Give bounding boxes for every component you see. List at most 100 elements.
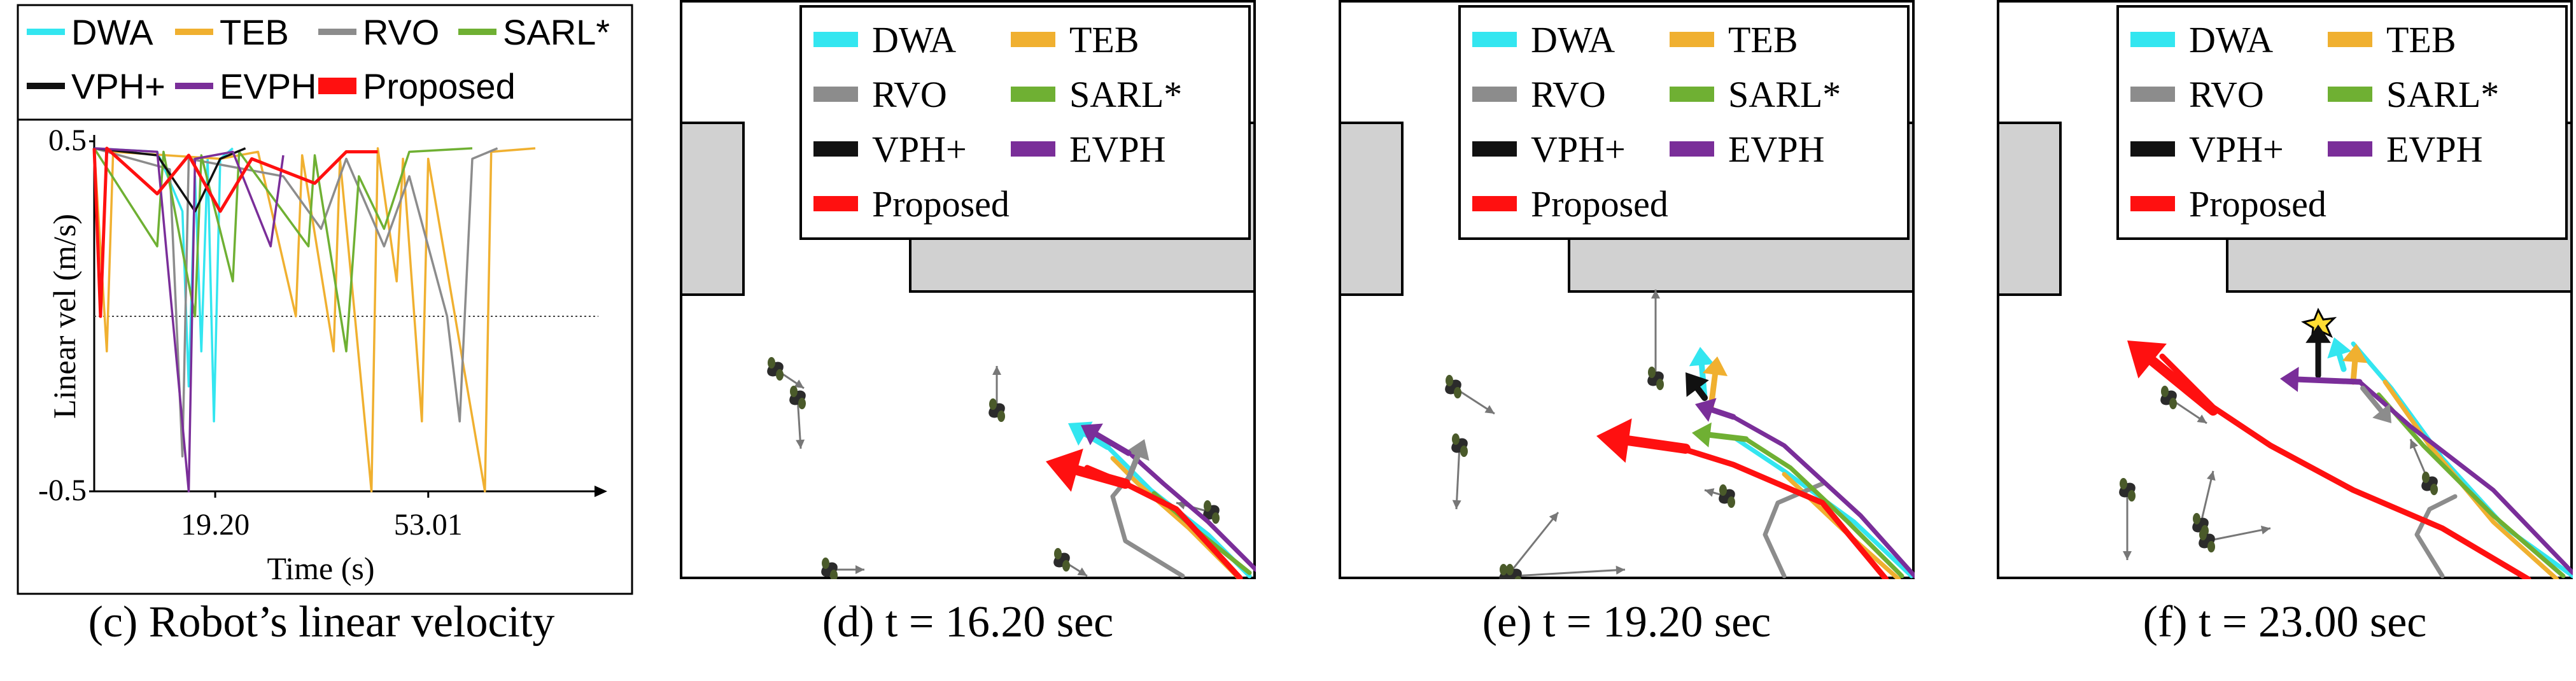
- scene-legend-item-vph: VPH+: [813, 129, 967, 170]
- legend-label-sarl: SARL*: [503, 12, 610, 52]
- heading-d-rvo: [1125, 439, 1150, 482]
- legend-label-evph: EVPH: [220, 66, 317, 106]
- scene-legend-label-vph: VPH+: [1531, 129, 1626, 170]
- x-axis-arrow: [595, 486, 607, 497]
- scene-legend-item-vph: VPH+: [2130, 129, 2284, 170]
- pedestrian-d-4: [1176, 500, 1220, 524]
- scene-legend-swatch-evph: [2328, 141, 2372, 157]
- scene-legend-item-sarl: SARL*: [2328, 74, 2499, 115]
- scene-legend-label-sarl: SARL*: [1728, 74, 1841, 115]
- heading-e-sarl: [1692, 422, 1749, 448]
- scene-legend-label-proposed: Proposed: [872, 183, 1010, 225]
- series-line-dwa: [94, 147, 234, 423]
- scene-d: DWA TEB RVO SARL* VPH+ EVPH Proposed: [680, 0, 1258, 582]
- scene-legend-swatch-teb: [1011, 32, 1055, 47]
- trajectory-f-evph: [2357, 379, 2575, 575]
- legend-label-rvo: RVO: [363, 12, 439, 52]
- scene-legend-label-teb: TEB: [1728, 19, 1798, 60]
- pedestrian-d-1: [767, 357, 805, 390]
- pedestrian-f-1: [2160, 386, 2207, 425]
- heading-d-evph: [1081, 423, 1132, 456]
- scene-panel-d: DWA TEB RVO SARL* VPH+ EVPH Proposed: [680, 0, 1258, 582]
- scene-legend-swatch-vph: [2130, 141, 2175, 157]
- legend-swatch-dwa: [27, 29, 65, 35]
- caption-d: (d) t = 16.20 sec: [822, 598, 1114, 647]
- pedestrian-d-2: [789, 386, 806, 449]
- legend-label-vph: VPH+: [71, 66, 165, 106]
- series-line-rvo: [94, 147, 498, 458]
- scene-legend-label-sarl: SARL*: [2386, 74, 2499, 115]
- scene-legend-swatch-dwa: [813, 32, 858, 47]
- panel-border: [17, 4, 633, 595]
- scene-legend-swatch-evph: [1670, 141, 1714, 157]
- scene-legend-label-dwa: DWA: [2189, 19, 2273, 60]
- velocity-panel: DWA TEB RVO SARL* VPH+ EVPH Proposed 0.5 -0.5 19…: [0, 0, 643, 598]
- caption-e: (e) t = 19.20 sec: [1482, 598, 1771, 647]
- legend-swatch-vph: [27, 83, 65, 89]
- legend-swatch-rvo: [318, 29, 356, 35]
- scene-legend-swatch-teb: [2328, 32, 2372, 47]
- scene-legend-item-evph: EVPH: [1011, 129, 1165, 170]
- scene-legend-swatch-vph: [1472, 141, 1517, 157]
- scene-legend: DWA TEB RVO SARL* VPH+ EVPH Proposed: [2116, 5, 2568, 240]
- pedestrian-e-1: [1445, 375, 1495, 415]
- pedestrian-d-3: [989, 366, 1005, 422]
- scene-legend-label-evph: EVPH: [1069, 129, 1165, 170]
- trajectory-e-proposed: [1679, 446, 1889, 582]
- heading-f-teb: [2342, 344, 2368, 385]
- caption-f: (f) t = 23.00 sec: [2143, 598, 2427, 647]
- heading-f-proposed: [2127, 340, 2218, 416]
- scene-panel-f: DWA TEB RVO SARL* VPH+ EVPH Proposed: [1997, 0, 2575, 582]
- scene-legend-swatch-dwa: [1472, 32, 1517, 47]
- obstacle-left: [1339, 122, 1404, 296]
- scene-legend-label-sarl: SARL*: [1069, 74, 1182, 115]
- scene-legend-label-teb: TEB: [2386, 19, 2456, 60]
- legend-swatch-sarl: [458, 29, 496, 35]
- legend-label-proposed: Proposed: [363, 66, 516, 106]
- pedestrian-f-4: [2199, 525, 2271, 552]
- y-tick-label-bottom: -0.5: [38, 474, 87, 507]
- trajectory-e-sarl: [1743, 437, 1904, 579]
- scene-legend-item-rvo: RVO: [2130, 74, 2264, 115]
- velocity-legend: DWA TEB RVO SARL* VPH+ EVPH Proposed: [27, 12, 610, 106]
- pedestrian-e-6: [1704, 484, 1735, 508]
- heading-e-proposed: [1596, 418, 1691, 463]
- heading-d-proposed: [1046, 448, 1130, 492]
- scene-legend-item-proposed: Proposed: [2130, 183, 2326, 225]
- scene-legend-swatch-sarl: [1011, 87, 1055, 102]
- scene-legend-swatch-rvo: [813, 87, 858, 102]
- trajectory-d-evph: [1129, 453, 1258, 572]
- scene-legend: DWA TEB RVO SARL* VPH+ EVPH Proposed: [1458, 5, 1910, 240]
- legend-item-vph: VPH+: [27, 66, 165, 106]
- legend-item-rvo: RVO: [318, 12, 439, 52]
- scene-legend-item-evph: EVPH: [1670, 129, 1824, 170]
- pedestrian-e-3: [1647, 290, 1664, 390]
- scene-legend-label-proposed: Proposed: [2189, 183, 2326, 225]
- scene-legend-item-sarl: SARL*: [1670, 74, 1841, 115]
- legend-swatch-teb: [175, 29, 213, 35]
- scene-e: DWA TEB RVO SARL* VPH+ EVPH Proposed: [1339, 0, 1917, 587]
- series-line-proposed: [92, 146, 378, 318]
- scene-legend-label-teb: TEB: [1069, 19, 1139, 60]
- obstacle-left: [680, 122, 745, 296]
- scene-legend-item-teb: TEB: [2328, 19, 2456, 60]
- scene-legend-swatch-rvo: [1472, 87, 1517, 102]
- heading-e-evph: [1695, 398, 1736, 422]
- scene-legend-item-dwa: DWA: [2130, 19, 2273, 60]
- scene-legend-label-dwa: DWA: [1531, 19, 1615, 60]
- scene-legend-swatch-proposed: [2130, 196, 2175, 211]
- scene-legend-swatch-rvo: [2130, 87, 2175, 102]
- legend-item-teb: TEB: [175, 12, 289, 52]
- scene-f: DWA TEB RVO SARL* VPH+ EVPH Proposed: [1997, 0, 2575, 582]
- obstacle-left: [1997, 122, 2062, 296]
- heading-f-evph: [2280, 367, 2363, 392]
- legend-item-evph: EVPH: [175, 66, 317, 106]
- scene-panel-e: DWA TEB RVO SARL* VPH+ EVPH Proposed: [1339, 0, 1917, 587]
- scene-legend-label-vph: VPH+: [2189, 129, 2284, 170]
- scene-legend-label-rvo: RVO: [872, 74, 947, 115]
- scene-legend: DWA TEB RVO SARL* VPH+ EVPH Proposed: [799, 5, 1251, 240]
- legend-item-dwa: DWA: [27, 12, 153, 52]
- scene-legend-item-evph: EVPH: [2328, 129, 2482, 170]
- scene-legend-item-dwa: DWA: [1472, 19, 1615, 60]
- scene-legend-item-vph: VPH+: [1472, 129, 1626, 170]
